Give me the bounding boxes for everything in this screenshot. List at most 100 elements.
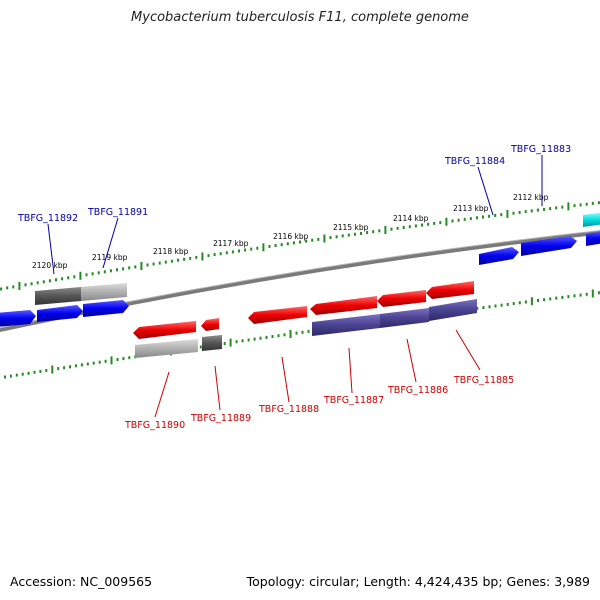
gene-arrow-red[interactable] — [310, 296, 377, 315]
scale-minor-tick — [500, 303, 503, 307]
scale-minor-tick — [268, 244, 271, 248]
gene-label-tbfg-11886[interactable]: TBFG_11886 — [387, 385, 448, 396]
scale-minor-tick — [271, 335, 274, 338]
scale-minor-tick — [225, 251, 228, 255]
gene-arrow-red[interactable] — [133, 321, 196, 339]
scale-minor-tick — [536, 208, 539, 212]
gene-arrow-red[interactable] — [426, 281, 474, 299]
scale-minor-tick — [164, 260, 167, 264]
scale-minor-tick — [457, 218, 460, 222]
gene-label-tbfg-11887[interactable]: TBFG_11887 — [323, 395, 384, 406]
scale-major-tick — [289, 330, 292, 338]
scale-minor-tick — [311, 238, 314, 242]
scale-major-tick — [506, 209, 509, 218]
scale-minor-tick — [4, 375, 6, 379]
reverse-genes — [133, 281, 477, 358]
scale-minor-tick — [579, 203, 582, 207]
scale-major-tick — [229, 338, 232, 347]
scale-minor-tick — [439, 221, 442, 225]
scale-minor-tick — [27, 371, 30, 375]
scale-minor-tick — [543, 298, 546, 302]
gene-arrow-cyan[interactable] — [583, 212, 600, 227]
scale-minor-tick — [177, 258, 179, 262]
scale-major-tick — [18, 281, 21, 290]
gene-arrow-slate[interactable] — [312, 314, 380, 336]
map-title: Mycobacterium tuberculosis F11, complete… — [131, 10, 469, 25]
scale-minor-tick — [183, 257, 186, 261]
gene-label-tbfg-11890[interactable]: TBFG_11890 — [124, 420, 185, 431]
scale-minor-tick — [488, 305, 491, 309]
gene-arrow-red[interactable] — [201, 318, 219, 331]
gene-arrow-blue[interactable] — [83, 300, 129, 317]
scale-minor-tick — [274, 244, 277, 247]
scale-minor-tick — [253, 337, 256, 341]
scale-minor-tick — [74, 364, 77, 368]
scale-minor-tick — [45, 369, 48, 372]
scale-minor-tick — [146, 263, 149, 267]
scale-minor-tick — [128, 266, 131, 270]
scale-minor-tick — [512, 302, 515, 306]
scale-minor-tick — [235, 340, 238, 344]
gene-label-tbfg-11892[interactable]: TBFG_11892 — [17, 213, 78, 224]
gene-arrow-blue[interactable] — [479, 247, 519, 265]
gene-arrow-blue[interactable] — [586, 231, 600, 246]
scale-major-tick — [201, 252, 204, 261]
tick-label-2116: 2116 kbp — [273, 232, 309, 241]
gene-arrow-slate[interactable] — [429, 299, 477, 321]
gene-arrow-red[interactable] — [377, 290, 426, 307]
gene-arrow-light-gray[interactable] — [135, 339, 198, 358]
tick-label-2120: 2120 kbp — [32, 261, 68, 270]
scale-minor-tick — [396, 226, 399, 230]
gene-label-tbfg-11889[interactable]: TBFG_11889 — [190, 413, 251, 424]
scale-minor-tick — [597, 291, 600, 295]
scale-minor-tick — [488, 214, 491, 218]
gene-label-tbfg-11885[interactable]: TBFG_11885 — [453, 375, 514, 386]
scale-minor-tick — [353, 232, 356, 236]
scale-minor-tick — [39, 369, 42, 373]
scale-minor-tick — [366, 231, 369, 234]
scale-minor-tick — [305, 239, 308, 243]
scale-minor-tick — [390, 227, 393, 231]
gene-arrow-dark-gray[interactable] — [35, 287, 81, 305]
scale-minor-tick — [91, 272, 94, 276]
scale-minor-tick — [561, 295, 564, 299]
scale-minor-tick — [277, 334, 280, 338]
gene-arrow-blue[interactable] — [521, 236, 577, 256]
gene-arrow-dark-gray[interactable] — [202, 335, 222, 351]
scale-minor-tick — [500, 213, 503, 217]
gene-arrow-slate[interactable] — [380, 308, 429, 328]
scale-minor-tick — [15, 373, 18, 377]
scale-minor-tick — [573, 204, 576, 208]
scale-minor-tick — [170, 259, 173, 263]
forward-genes — [0, 212, 600, 327]
scale-minor-tick — [347, 233, 350, 237]
scale-minor-tick — [207, 254, 210, 258]
tick-label-2118: 2118 kbp — [153, 247, 189, 256]
tick-label-2114: 2114 kbp — [393, 214, 429, 223]
scale-minor-tick — [378, 229, 381, 233]
scale-minor-tick — [109, 269, 112, 273]
gene-label-tbfg-11891[interactable]: TBFG_11891 — [87, 207, 148, 218]
scale-minor-tick — [12, 285, 15, 289]
scale-minor-tick — [518, 301, 521, 305]
scale-minor-tick — [555, 206, 558, 210]
scale-minor-tick — [567, 295, 570, 299]
scale-minor-tick — [433, 221, 436, 225]
scale-minor-tick — [256, 246, 259, 250]
gene-arrow-light-gray[interactable] — [81, 283, 127, 301]
scale-minor-tick — [69, 365, 71, 369]
scale-minor-tick — [92, 361, 95, 365]
scale-minor-tick — [573, 294, 576, 298]
gene-label-tbfg-11883[interactable]: TBFG_11883 — [510, 144, 571, 155]
gene-arrow-blue[interactable] — [0, 310, 36, 327]
reverse-gene-labels: TBFG_11890 TBFG_11889 TBFG_11888 TBFG_11… — [124, 329, 514, 431]
scale-minor-tick — [421, 223, 423, 227]
gene-arrow-red[interactable] — [248, 306, 307, 324]
gene-label-tbfg-11884[interactable]: TBFG_11884 — [444, 156, 505, 167]
gene-arrow-blue[interactable] — [37, 305, 83, 322]
scale-minor-tick — [482, 306, 485, 310]
scale-minor-tick — [475, 216, 478, 220]
gene-label-tbfg-11888[interactable]: TBFG_11888 — [258, 404, 319, 415]
scale-minor-tick — [0, 287, 3, 291]
